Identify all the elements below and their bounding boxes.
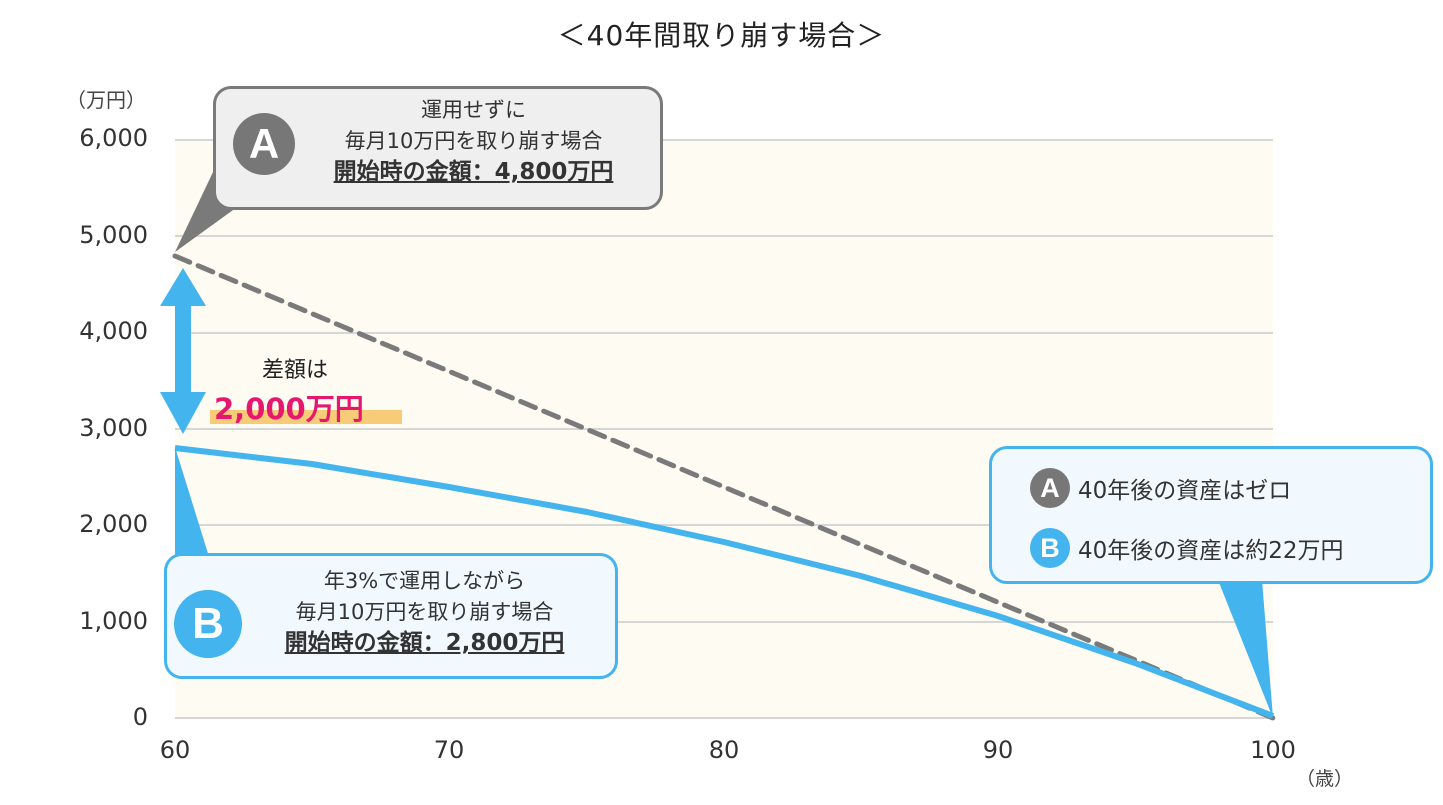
y-tick-5000: 5,000 [79,221,148,249]
callout-b-line1: 年3%で運用しながら [323,569,526,593]
callout-a-line1: 運用せずに [421,98,526,122]
badge-b-icon: B [1030,528,1070,568]
result-box-pointer [1218,580,1273,718]
difference-arrow-icon [160,268,206,434]
callout-b-pointer [175,447,210,560]
difference-highlight [210,410,402,424]
x-tick-90: 90 [982,736,1014,764]
callout-b-start-amount: 開始時の金額：2,800万円 [284,630,565,656]
x-axis-unit: （歳） [1296,768,1354,790]
result-b-text: 40年後の資産は約22万円 [1078,538,1344,564]
y-tick-6000: 6,000 [79,124,148,152]
y-tick-1000: 1,000 [79,607,148,635]
callout-a-start-amount: 開始時の金額：4,800万円 [333,159,614,185]
callout-b: B 年3%で運用しながら 毎月10万円を取り崩す場合 開始時の金額：2,800万… [164,553,618,679]
series-a-line [172,253,1276,721]
callout-a: A 運用せずに 毎月10万円を取り崩す場合 開始時の金額：4,800万円 [213,86,663,210]
badge-b-icon: B [174,590,242,658]
series-b-line [174,445,1275,719]
difference-value: 2,000万円 [214,392,364,426]
result-b-row: B 40年後の資産は約22万円 [1030,528,1344,568]
x-tick-100: 100 [1250,736,1296,764]
badge-a-icon: A [1030,468,1070,508]
difference-label: 差額は [262,358,329,383]
x-tick-70: 70 [433,736,465,764]
chart-title: ＜40年間取り崩す場合＞ [557,19,886,52]
y-tick-4000: 4,000 [79,317,148,345]
callout-b-line2: 毎月10万円を取り崩す場合 [295,600,554,624]
y-tick-0: 0 [132,703,148,731]
result-a-text: 40年後の資産はゼロ [1078,478,1292,504]
badge-a-icon: A [233,113,295,175]
x-tick-80: 80 [708,736,740,764]
y-tick-3000: 3,000 [79,414,148,442]
y-tick-2000: 2,000 [79,510,148,538]
result-a-row: A 40年後の資産はゼロ [1030,468,1291,508]
x-tick-60: 60 [159,736,191,764]
callout-a-line2: 毎月10万円を取り崩す場合 [344,129,603,153]
y-axis-unit: （万円） [66,88,146,112]
